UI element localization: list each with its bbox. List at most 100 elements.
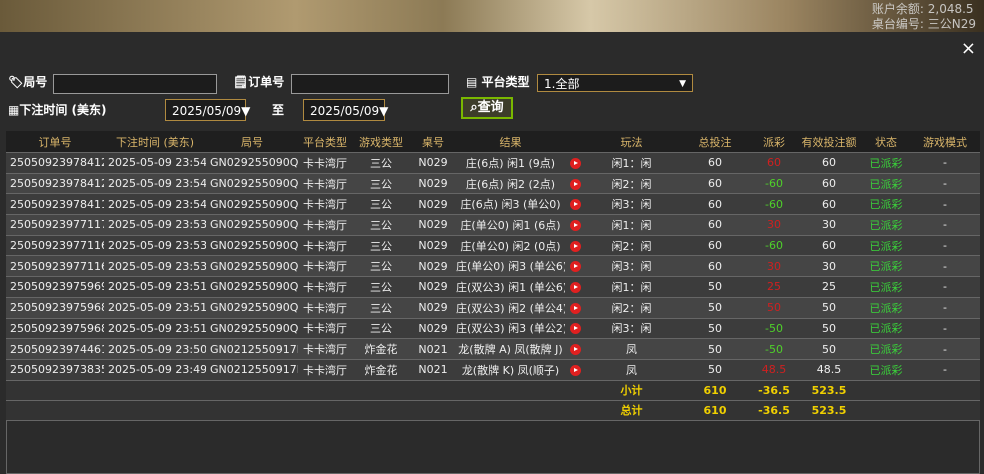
replay-icon[interactable]	[569, 281, 581, 293]
cell: 已派彩	[862, 235, 910, 257]
replay-icon[interactable]	[569, 302, 581, 314]
cell: 2025-05-09 23:49:37	[104, 359, 206, 381]
cell	[6, 380, 585, 401]
cell: 60	[678, 193, 752, 216]
balance: 2,048.5	[927, 2, 974, 16]
replay-icon-cell[interactable]	[565, 297, 585, 319]
column-header: 状态	[862, 131, 910, 153]
replay-icon-cell[interactable]	[565, 173, 585, 195]
replay-icon[interactable]	[569, 240, 581, 252]
bet-row: 2505092397711702025-05-09 23:53:11GN0292…	[6, 214, 980, 236]
column-header	[565, 131, 585, 153]
cell: 龙(散牌 K) 凤(顺子)	[456, 359, 565, 381]
cell: 60	[796, 152, 862, 174]
to-label: 至	[272, 103, 285, 117]
summary-cell: 610	[678, 400, 752, 421]
replay-icon[interactable]	[569, 199, 581, 211]
cell	[6, 400, 585, 421]
replay-icon-cell[interactable]	[565, 214, 585, 236]
column-header: 派彩	[752, 131, 796, 153]
bet-row: 2505092397383592025-05-09 23:49:37GN0212…	[6, 359, 980, 381]
date-from[interactable]: 2025/05/09▼	[165, 99, 250, 121]
cell: N029	[410, 297, 456, 319]
cell: N029	[410, 173, 456, 195]
cell: 2025-05-09 23:51:54	[104, 276, 206, 298]
cell: 250509239759688	[6, 318, 104, 340]
cell: 已派彩	[862, 193, 910, 216]
order-filter: 🗒订单号	[233, 75, 285, 89]
bet-row: 2505092397446152025-05-09 23:50:19GN0212…	[6, 338, 980, 360]
replay-icon-cell[interactable]	[565, 359, 585, 381]
cell: 250509239771169	[6, 235, 104, 257]
replay-icon-cell[interactable]	[565, 255, 585, 278]
cell: 卡卡湾厅	[298, 235, 352, 257]
order-input[interactable]	[291, 74, 449, 94]
summary-cell: 610	[678, 380, 752, 401]
cell: 50	[678, 276, 752, 298]
cell: -	[910, 193, 980, 216]
close-button[interactable]: ×	[960, 38, 976, 59]
column-header: 订单号	[6, 131, 104, 153]
cell: 50	[678, 359, 752, 381]
cell: 2025-05-09 23:51:54	[104, 318, 206, 340]
platform-select[interactable]: 1.全部 ▼	[537, 74, 693, 92]
summary-cell: 小计	[585, 380, 678, 401]
search-button[interactable]: ⌕查询	[461, 97, 513, 119]
replay-icon-cell[interactable]	[565, 193, 585, 216]
cell: -60	[752, 193, 796, 216]
replay-icon[interactable]	[569, 261, 581, 273]
cell: 三公	[352, 152, 410, 174]
replay-icon-cell[interactable]	[565, 152, 585, 174]
cell: 2025-05-09 23:54:37	[104, 193, 206, 216]
replay-icon-cell[interactable]	[565, 276, 585, 298]
summary-cell: 总计	[585, 400, 678, 421]
round-input[interactable]	[53, 74, 217, 94]
table-label: 桌台编号:	[871, 17, 924, 31]
cell: 卡卡湾厅	[298, 193, 352, 216]
cell: 卡卡湾厅	[298, 214, 352, 236]
cell: 已派彩	[862, 297, 910, 319]
replay-icon[interactable]	[569, 344, 581, 356]
replay-icon-cell[interactable]	[565, 235, 585, 257]
cell: GN029255090QV	[206, 152, 298, 174]
replay-icon[interactable]	[569, 178, 581, 190]
cell: 60	[796, 173, 862, 195]
cell: 250509239759689	[6, 297, 104, 319]
cell: N029	[410, 318, 456, 340]
cell: 卡卡湾厅	[298, 152, 352, 174]
cell: 30	[752, 214, 796, 236]
cell: N029	[410, 255, 456, 278]
cell: -	[910, 297, 980, 319]
cell: 庄(6点) 闲3 (单公0)	[456, 193, 565, 216]
column-header: 总投注	[678, 131, 752, 153]
cell: 250509239738359	[6, 359, 104, 381]
summary-row: 总计 610 -36.5 523.5	[6, 400, 980, 421]
cell: N021	[410, 359, 456, 381]
cell: 已派彩	[862, 359, 910, 381]
bet-row: 2505092397596882025-05-09 23:51:54GN0292…	[6, 318, 980, 340]
cell: 已派彩	[862, 173, 910, 195]
cell: -	[910, 276, 980, 298]
replay-icon-cell[interactable]	[565, 338, 585, 360]
column-header: 平台类型	[298, 131, 352, 153]
cell: 250509239771168	[6, 255, 104, 278]
replay-icon[interactable]	[569, 157, 581, 169]
cell: 龙(散牌 A) 凤(散牌 J)	[456, 338, 565, 360]
cell: 50	[752, 297, 796, 319]
cell: -	[910, 338, 980, 360]
replay-icon[interactable]	[569, 364, 581, 376]
cell: 250509239784119	[6, 193, 104, 216]
cell: 50	[796, 318, 862, 340]
cell: 闲2：闲	[585, 173, 678, 195]
date-to[interactable]: 2025/05/09▼	[303, 99, 388, 121]
cell: 30	[796, 214, 862, 236]
replay-icon[interactable]	[569, 219, 581, 231]
cell: -	[910, 235, 980, 257]
replay-icon[interactable]	[569, 323, 581, 335]
cell: 60	[796, 235, 862, 257]
cell: GN0212550917M	[206, 338, 298, 360]
cell: 三公	[352, 318, 410, 340]
cell: 庄(6点) 闲2 (2点)	[456, 173, 565, 195]
replay-icon-cell[interactable]	[565, 318, 585, 340]
cell: 25	[796, 276, 862, 298]
